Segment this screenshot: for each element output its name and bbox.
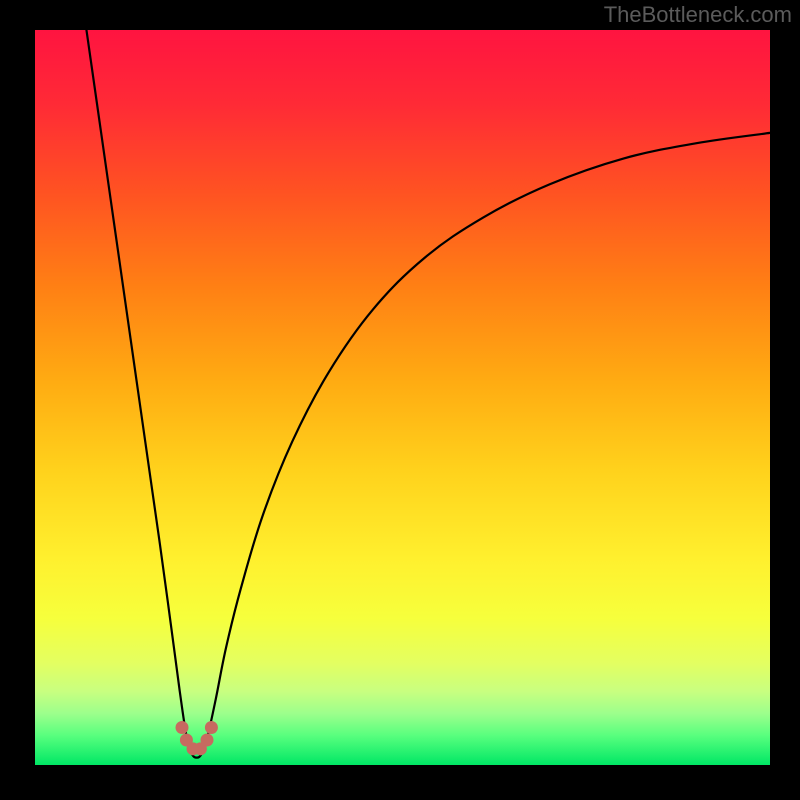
bottleneck-chart-svg [0, 0, 800, 800]
gradient-plot-area [35, 30, 770, 765]
chart-root: TheBottleneck.com [0, 0, 800, 800]
watermark-text: TheBottleneck.com [604, 2, 792, 28]
